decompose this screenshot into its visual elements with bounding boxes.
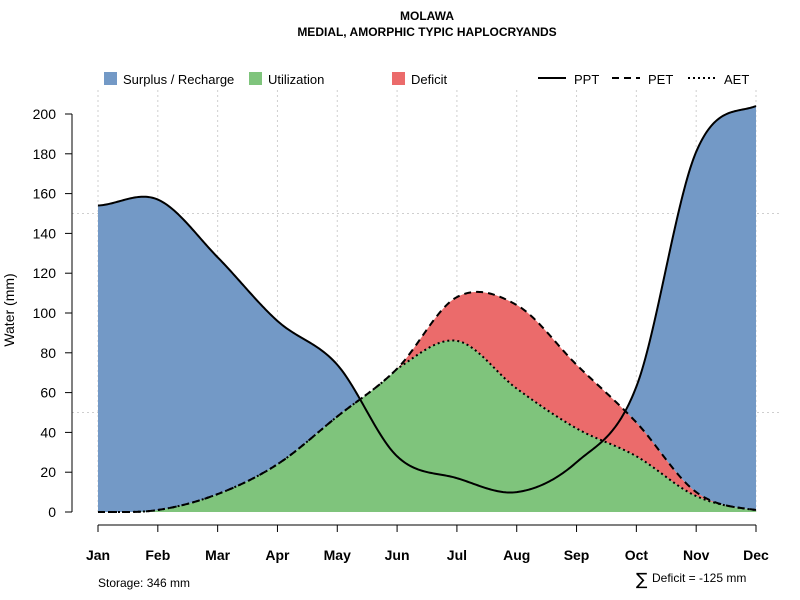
y-tick-label: 180 xyxy=(33,146,57,162)
y-tick-label: 200 xyxy=(33,106,57,122)
utilization-area xyxy=(98,340,756,512)
y-tick-label: 40 xyxy=(40,424,56,440)
legend: Surplus / Recharge Utilization Deficit P… xyxy=(104,72,749,87)
legend-swatch-surplus xyxy=(104,72,117,85)
x-tick-label-jul: Jul xyxy=(447,547,467,563)
x-tick-label-sep: Sep xyxy=(564,547,590,563)
legend-label-pet: PET xyxy=(648,72,673,87)
y-tick-label: 0 xyxy=(48,504,56,520)
x-tick-label-nov: Nov xyxy=(683,547,710,563)
surplus-area xyxy=(98,106,756,512)
x-tick-label-aug: Aug xyxy=(503,547,530,563)
deficit-annotation: Deficit = -125 mm xyxy=(652,571,746,585)
storage-annotation: Storage: 346 mm xyxy=(98,576,190,590)
series-line-ppt xyxy=(97,105,757,494)
deficit-area xyxy=(98,291,756,512)
x-tick-label-may: May xyxy=(324,547,351,563)
x-tick-label-dec: Dec xyxy=(743,547,769,563)
x-tick-label-jun: Jun xyxy=(385,547,410,563)
x-tick-label-jan: Jan xyxy=(86,547,110,563)
chart-title: MOLAWA xyxy=(400,9,454,23)
legend-label-ppt: PPT xyxy=(574,72,599,87)
y-tick-label: 20 xyxy=(40,464,56,480)
y-tick-label: 60 xyxy=(40,385,56,401)
x-tick-label-mar: Mar xyxy=(205,547,230,563)
legend-label-deficit: Deficit xyxy=(411,72,448,87)
legend-swatch-utilization xyxy=(249,72,262,85)
y-tick-label: 100 xyxy=(33,305,57,321)
deficit-sum-symbol: ∑ xyxy=(636,570,648,590)
area-fills xyxy=(98,106,756,512)
axes: 0 20 40 60 80 100 120 140 160 180 200 Jan Feb Mar Apr M… xyxy=(33,106,769,563)
x-tick-label-apr: Apr xyxy=(265,547,290,563)
series-line-pet xyxy=(97,290,757,513)
y-tick-label: 80 xyxy=(40,345,56,361)
y-axis-label: Water (mm) xyxy=(1,273,17,346)
y-tick-label: 140 xyxy=(33,225,57,241)
legend-label-surplus: Surplus / Recharge xyxy=(123,72,234,87)
y-tick-label: 120 xyxy=(33,265,57,281)
x-tick-label-feb: Feb xyxy=(145,547,170,563)
legend-swatch-deficit xyxy=(392,72,405,85)
series-lines xyxy=(97,105,757,513)
y-tick-label: 160 xyxy=(33,186,57,202)
chart-subtitle: MEDIAL, AMORPHIC TYPIC HAPLOCRYANDS xyxy=(297,25,556,39)
legend-label-utilization: Utilization xyxy=(268,72,324,87)
legend-label-aet: AET xyxy=(724,72,749,87)
x-tick-label-oct: Oct xyxy=(625,547,649,563)
